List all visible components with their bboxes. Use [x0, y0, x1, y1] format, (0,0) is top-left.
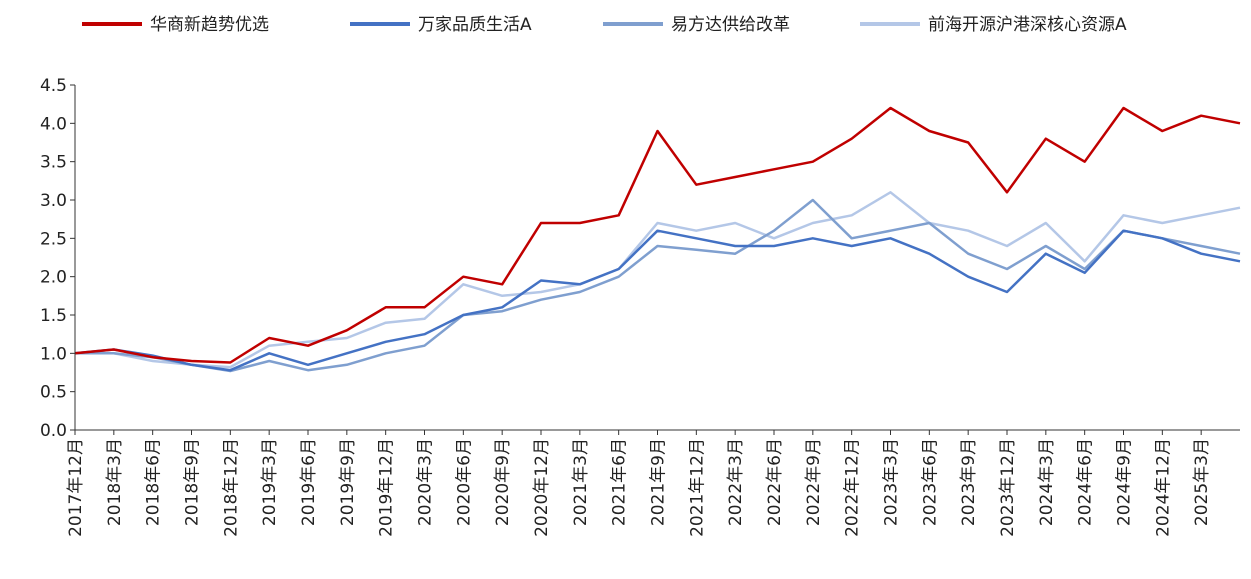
- series-layer: [74, 106, 1241, 373]
- x-tick-label: 2020年9月: [493, 438, 513, 526]
- x-tick-label: 2021年6月: [610, 438, 630, 526]
- y-tick-label: 3.5: [40, 153, 67, 173]
- x-tick-label: 2022年12月: [843, 438, 863, 537]
- x-tick-label: 2018年6月: [144, 438, 164, 526]
- y-tick-label: 3.0: [40, 191, 67, 211]
- x-tick-label: 2023年6月: [920, 438, 940, 526]
- legend-label: 华商新趋势优选: [150, 15, 269, 35]
- series-line-1: [74, 106, 1241, 364]
- y-tick-label: 0.5: [40, 383, 67, 403]
- y-tick-label: 4.0: [40, 114, 67, 134]
- x-tick-label: 2024年9月: [1115, 438, 1135, 526]
- x-tick-label: 2022年3月: [726, 438, 746, 526]
- x-tick-label: 2021年12月: [687, 438, 707, 537]
- legend-label: 万家品质生活A: [418, 15, 532, 35]
- series-line-3: [75, 198, 1241, 373]
- x-tick-label: 2023年3月: [882, 438, 902, 526]
- x-tick-label: 2018年3月: [105, 438, 125, 526]
- legend-label: 前海开源沪港深核心资源A: [928, 15, 1127, 35]
- x-tick-label: 2024年3月: [1037, 438, 1057, 526]
- y-tick-label: 2.5: [40, 229, 67, 249]
- x-tick-label: 2018年12月: [221, 438, 241, 537]
- x-tick-label: 2023年9月: [959, 438, 979, 526]
- series-line-2: [74, 229, 1241, 372]
- x-tick-label: 2021年9月: [649, 438, 669, 526]
- x-tick-label: 2025年3月: [1192, 438, 1212, 526]
- x-tick-label: 2022年6月: [765, 438, 785, 526]
- x-tick-label: 2020年12月: [532, 438, 552, 537]
- y-tick-label: 1.5: [40, 306, 67, 326]
- x-tick-label: 2019年6月: [299, 438, 319, 526]
- x-tick-label: 2019年12月: [377, 438, 397, 537]
- x-tick-label: 2017年12月: [66, 438, 86, 537]
- y-tick-label: 2.0: [40, 268, 67, 288]
- axes: 0.0 0.5 1.0 1.5 2.0 2.5 3.0 3.5 4.0 4.5 2017年12月 20…: [40, 76, 1240, 537]
- x-tick-label: 2021年3月: [571, 438, 591, 526]
- series-line-4: [75, 191, 1241, 369]
- x-tick-label: 2023年12月: [998, 438, 1018, 537]
- y-tick-label: 0.0: [40, 421, 67, 441]
- x-tick-label: 2024年6月: [1076, 438, 1096, 526]
- y-tick-label: 1.0: [40, 344, 67, 364]
- legend-label: 易方达供给改革: [671, 15, 790, 35]
- x-tick-label: 2019年9月: [338, 438, 358, 526]
- x-tick-label: 2024年12月: [1153, 438, 1173, 537]
- x-tick-label: 2020年3月: [416, 438, 436, 526]
- legend: 华商新趋势优选 万家品质生活A 易方达供给改革 前海开源沪港深核心资源A: [82, 15, 1127, 35]
- x-tick-label: 2018年9月: [183, 438, 203, 526]
- x-tick-label: 2019年3月: [260, 438, 280, 526]
- x-tick-label: 2022年9月: [804, 438, 824, 526]
- y-tick-label: 4.5: [40, 76, 67, 96]
- x-tick-label: 2020年6月: [454, 438, 474, 526]
